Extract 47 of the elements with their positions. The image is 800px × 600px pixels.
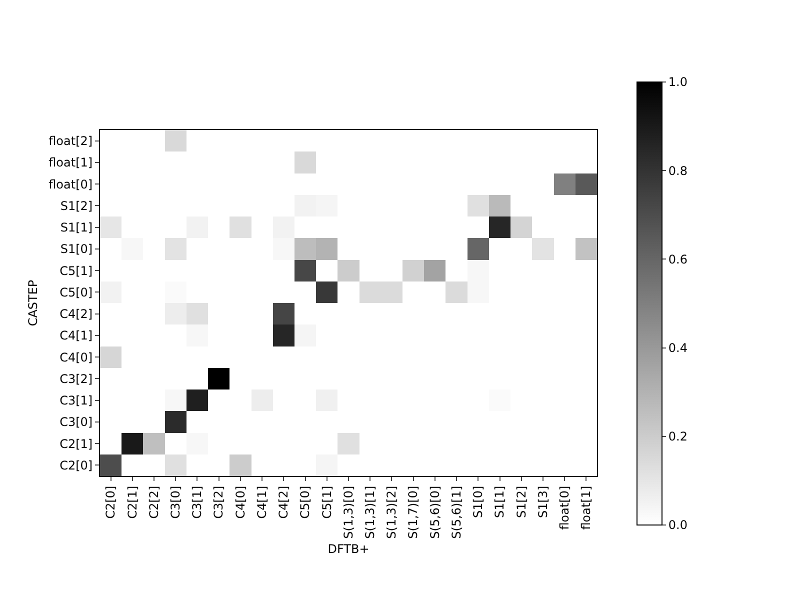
color-bar-label: 0.8 bbox=[668, 164, 688, 178]
x-tick-label: C5[0] bbox=[298, 486, 312, 519]
x-tick-label: S1[2] bbox=[514, 486, 528, 518]
x-tick-label: float[0] bbox=[557, 486, 572, 530]
y-tick-label: float[0] bbox=[48, 177, 93, 192]
x-tick-label: S1[0] bbox=[471, 486, 486, 518]
color-bar-label: 0.2 bbox=[668, 430, 688, 444]
y-tick-label: C3[0] bbox=[60, 415, 93, 430]
y-tick-label: S1[1] bbox=[60, 220, 93, 235]
y-tick-label: C5[1] bbox=[60, 264, 93, 278]
y-tick-label: C2[1] bbox=[60, 436, 93, 451]
color-bar-label: 0.6 bbox=[668, 252, 688, 266]
x-tick-label: C4[2] bbox=[276, 486, 291, 519]
y-tick-label: C4[1] bbox=[60, 328, 93, 343]
x-tick-label: C3[2] bbox=[212, 486, 226, 519]
x-tick-label: C2[2] bbox=[146, 486, 161, 519]
x-tick-label: S(1,3)[2] bbox=[384, 486, 399, 539]
x-tick-label: S(5,6)[1] bbox=[449, 486, 464, 539]
x-tick-label: S(1,3)[1] bbox=[363, 486, 378, 539]
x-tick-label: S1[3] bbox=[536, 486, 550, 518]
y-tick-label: C3[2] bbox=[60, 372, 93, 386]
x-axis-title: DFTB+ bbox=[328, 542, 370, 556]
y-tick-label: float[2] bbox=[48, 134, 93, 148]
x-tick-label: C5[1] bbox=[320, 486, 334, 519]
x-tick-label: C4[1] bbox=[254, 486, 269, 519]
color-bar-label: 0.0 bbox=[668, 518, 688, 532]
y-tick-label: S1[0] bbox=[60, 242, 93, 256]
x-tick-label: S(1,3)[0] bbox=[341, 486, 356, 539]
y-tick-label: C4[0] bbox=[60, 350, 93, 364]
x-tick-label: C2[1] bbox=[125, 486, 140, 519]
y-tick-label: C3[1] bbox=[60, 394, 93, 408]
x-tick-label: C2[0] bbox=[104, 486, 118, 519]
x-tick-label: C3[0] bbox=[168, 486, 183, 519]
x-tick-label: float[1] bbox=[579, 486, 594, 530]
y-tick-label: C4[2] bbox=[60, 307, 93, 322]
x-tick-label: S1[1] bbox=[492, 486, 507, 518]
x-tick-label: S(5,6)[0] bbox=[428, 486, 442, 539]
color-bar-label: 0.4 bbox=[668, 340, 688, 355]
y-tick-label: float[1] bbox=[48, 156, 93, 170]
y-tick-label: C5[0] bbox=[60, 285, 93, 300]
y-axis-title: CASTEP bbox=[26, 280, 40, 326]
x-tick-label: C3[1] bbox=[190, 486, 204, 519]
y-tick-label: S1[2] bbox=[60, 198, 93, 213]
color-bar-label: 1.0 bbox=[668, 75, 688, 90]
x-tick-label: S(1,7)[0] bbox=[406, 486, 420, 539]
y-tick-label: C2[0] bbox=[60, 458, 93, 472]
x-tick-label: C4[0] bbox=[233, 486, 248, 519]
